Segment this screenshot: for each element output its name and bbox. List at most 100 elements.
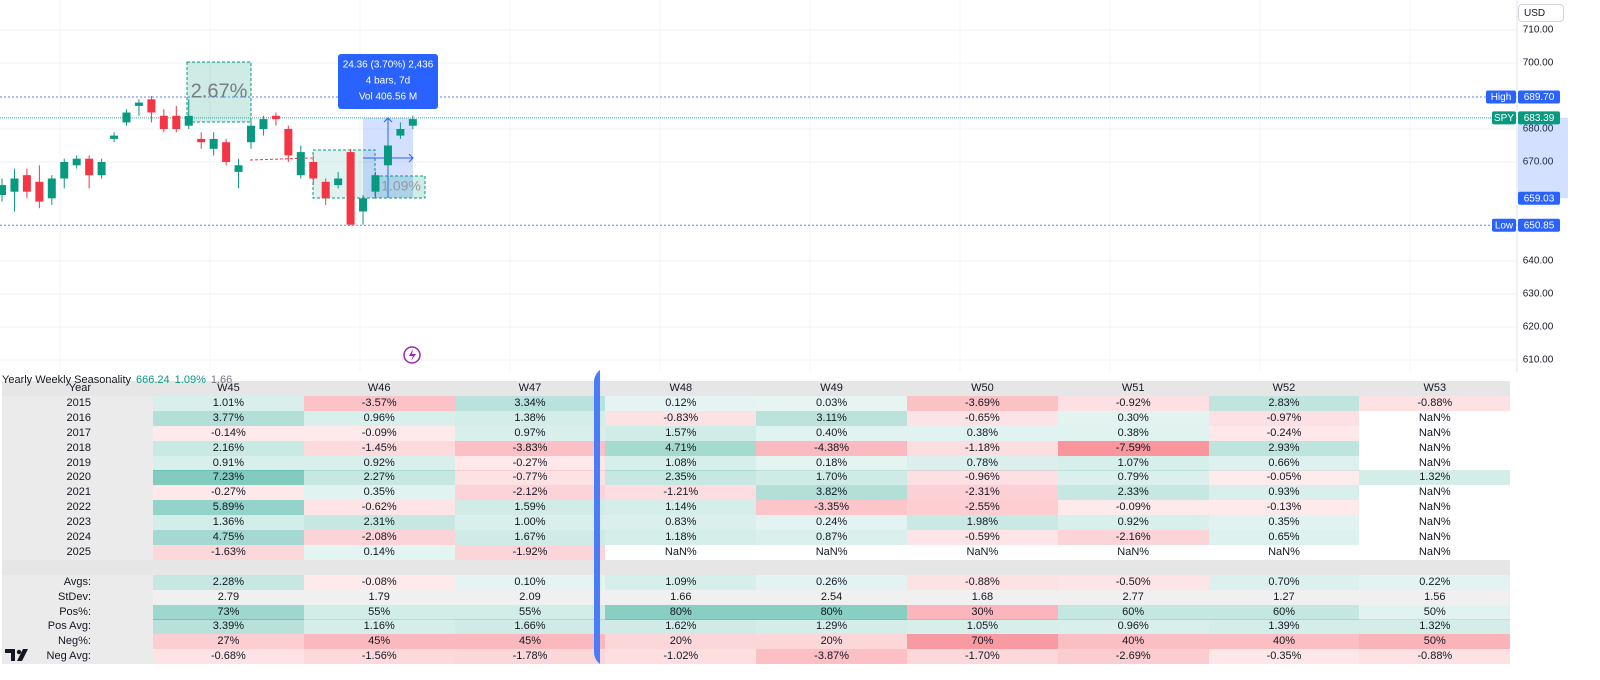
price-tick-label: 710.00 <box>1523 25 1554 36</box>
table-cell: 4.71% <box>605 440 757 456</box>
table-cell: 0.14% <box>303 544 455 560</box>
table-cell: 70% <box>907 634 1058 650</box>
spacer-row <box>2 559 1511 575</box>
candle-body <box>234 165 243 172</box>
table-cell: -1.02% <box>605 649 757 665</box>
table-cell: -0.05% <box>1208 470 1360 486</box>
table-cell: -1.63% <box>153 544 304 560</box>
row-label: Pos%: <box>2 604 153 620</box>
row-label: Neg%: <box>2 634 153 650</box>
table-cell: NaN% <box>1359 530 1511 545</box>
row-label: 2020 <box>2 470 153 486</box>
table-cell: 1.09% <box>605 574 757 590</box>
grid <box>0 0 1517 372</box>
table-cell: 60% <box>1208 604 1360 620</box>
table-cell: 0.96% <box>1057 619 1209 635</box>
table-cell: -3.83% <box>454 440 606 456</box>
table-cell: 0.92% <box>303 455 455 471</box>
currency-select[interactable]: USD <box>1518 4 1564 22</box>
table-cell: NaN% <box>1359 425 1511 441</box>
table-cell: 1.62% <box>605 619 757 635</box>
price-badge <box>1518 111 1560 125</box>
measure-tooltip <box>338 54 438 109</box>
table-cell: 2.27% <box>303 470 455 486</box>
candle-body <box>47 178 56 199</box>
table-cell: 2.33% <box>1057 485 1209 501</box>
row-label: 2016 <box>2 410 153 426</box>
table-cell: W48 <box>605 381 757 396</box>
table-cell: -3.69% <box>907 395 1058 411</box>
table-cell: 1.66 <box>605 589 757 605</box>
badge-tag-label: High <box>1491 92 1512 103</box>
table-cell: 1.07% <box>1057 455 1209 471</box>
candle-body <box>97 162 106 176</box>
table-cell: -0.09% <box>1057 500 1209 516</box>
candle-body <box>35 181 44 202</box>
table-cell: 40% <box>1057 634 1209 650</box>
table-cell: -0.92% <box>1057 395 1209 411</box>
table-cell: 0.87% <box>756 530 907 545</box>
table-cell: -0.50% <box>1057 574 1209 590</box>
table-cell: -0.88% <box>1359 649 1511 665</box>
candle-body <box>359 198 368 212</box>
table-cell: -0.14% <box>153 425 304 441</box>
candle-body <box>296 152 305 176</box>
table-cell: 3.77% <box>153 410 304 426</box>
table-cell: 2.16% <box>153 440 304 456</box>
table-cell: 2.31% <box>303 515 455 531</box>
table-cell: 80% <box>605 604 757 620</box>
table-cell: 20% <box>756 634 907 650</box>
table-cell: -0.35% <box>1208 649 1360 665</box>
table-cell: -0.27% <box>153 485 304 501</box>
candle-body <box>184 115 193 126</box>
range-label: 2.67% <box>191 80 248 102</box>
table-cell: -3.57% <box>303 395 455 411</box>
table-cell: -2.16% <box>1057 530 1209 545</box>
row-label: Avgs: <box>2 574 153 590</box>
table-cell: 1.32% <box>1359 619 1511 635</box>
table-cell: -0.88% <box>907 574 1058 590</box>
candle-body <box>85 158 94 176</box>
alert-icon[interactable] <box>403 346 421 364</box>
candle-body <box>147 99 156 113</box>
table-cell: -1.21% <box>605 485 757 501</box>
candle-body <box>72 158 81 166</box>
table-cell: 27% <box>153 634 304 650</box>
candle-body <box>0 185 6 195</box>
table-cell: 0.18% <box>756 455 907 471</box>
candle-body <box>197 138 206 143</box>
table-cell: -1.92% <box>454 544 606 560</box>
table-cell: NaN% <box>1057 544 1209 560</box>
table-cell: -0.62% <box>303 500 455 516</box>
arrow-heads <box>383 117 414 163</box>
table-cell: 45% <box>454 634 606 650</box>
badge-tag <box>1492 111 1516 125</box>
table-cell: 1.16% <box>303 619 455 635</box>
row-label: StDev: <box>2 589 153 605</box>
table-cell: -0.88% <box>1359 395 1511 411</box>
table-cell: 0.35% <box>303 485 455 501</box>
candle-body <box>383 145 392 166</box>
table-cell: -1.56% <box>303 649 455 665</box>
table-cell: W49 <box>756 381 907 396</box>
candle-body <box>396 129 405 136</box>
table-cell: 30% <box>907 604 1058 620</box>
table-cell: 50% <box>1359 604 1511 620</box>
table-cell: 1.00% <box>454 515 606 531</box>
candle-body <box>271 115 280 120</box>
table-cell: -2.08% <box>303 530 455 545</box>
table-cell: 1.67% <box>454 530 606 545</box>
table-cell: W47 <box>454 381 606 396</box>
row-label: 2017 <box>2 425 153 441</box>
table-cell: -0.97% <box>1208 410 1360 426</box>
table-cell: 0.92% <box>1057 515 1209 531</box>
table-cell: 1.18% <box>605 530 757 545</box>
table-cell: 1.27 <box>1208 589 1360 605</box>
range-box <box>186 61 252 123</box>
table-cell: -1.78% <box>454 649 606 665</box>
table-cell: 0.12% <box>605 395 757 411</box>
table-cell: 1.32% <box>1359 470 1511 486</box>
table-cell: -2.69% <box>1057 649 1209 665</box>
table-cell: -0.65% <box>907 410 1058 426</box>
table-cell: 1.57% <box>605 425 757 441</box>
